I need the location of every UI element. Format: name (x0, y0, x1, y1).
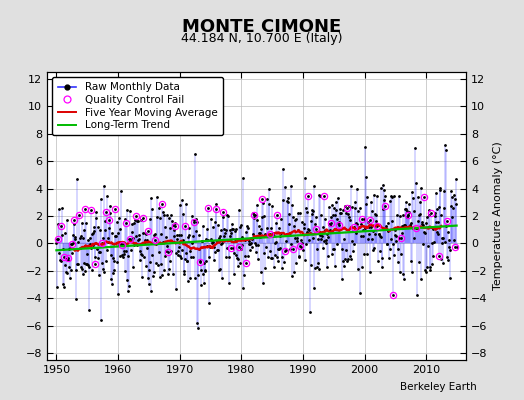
Text: MONTE CIMONE: MONTE CIMONE (182, 18, 342, 36)
Y-axis label: Temperature Anomaly (°C): Temperature Anomaly (°C) (493, 142, 503, 290)
Text: Berkeley Earth: Berkeley Earth (400, 382, 477, 392)
Legend: Raw Monthly Data, Quality Control Fail, Five Year Moving Average, Long-Term Tren: Raw Monthly Data, Quality Control Fail, … (52, 77, 223, 136)
Text: 44.184 N, 10.700 E (Italy): 44.184 N, 10.700 E (Italy) (181, 32, 343, 45)
